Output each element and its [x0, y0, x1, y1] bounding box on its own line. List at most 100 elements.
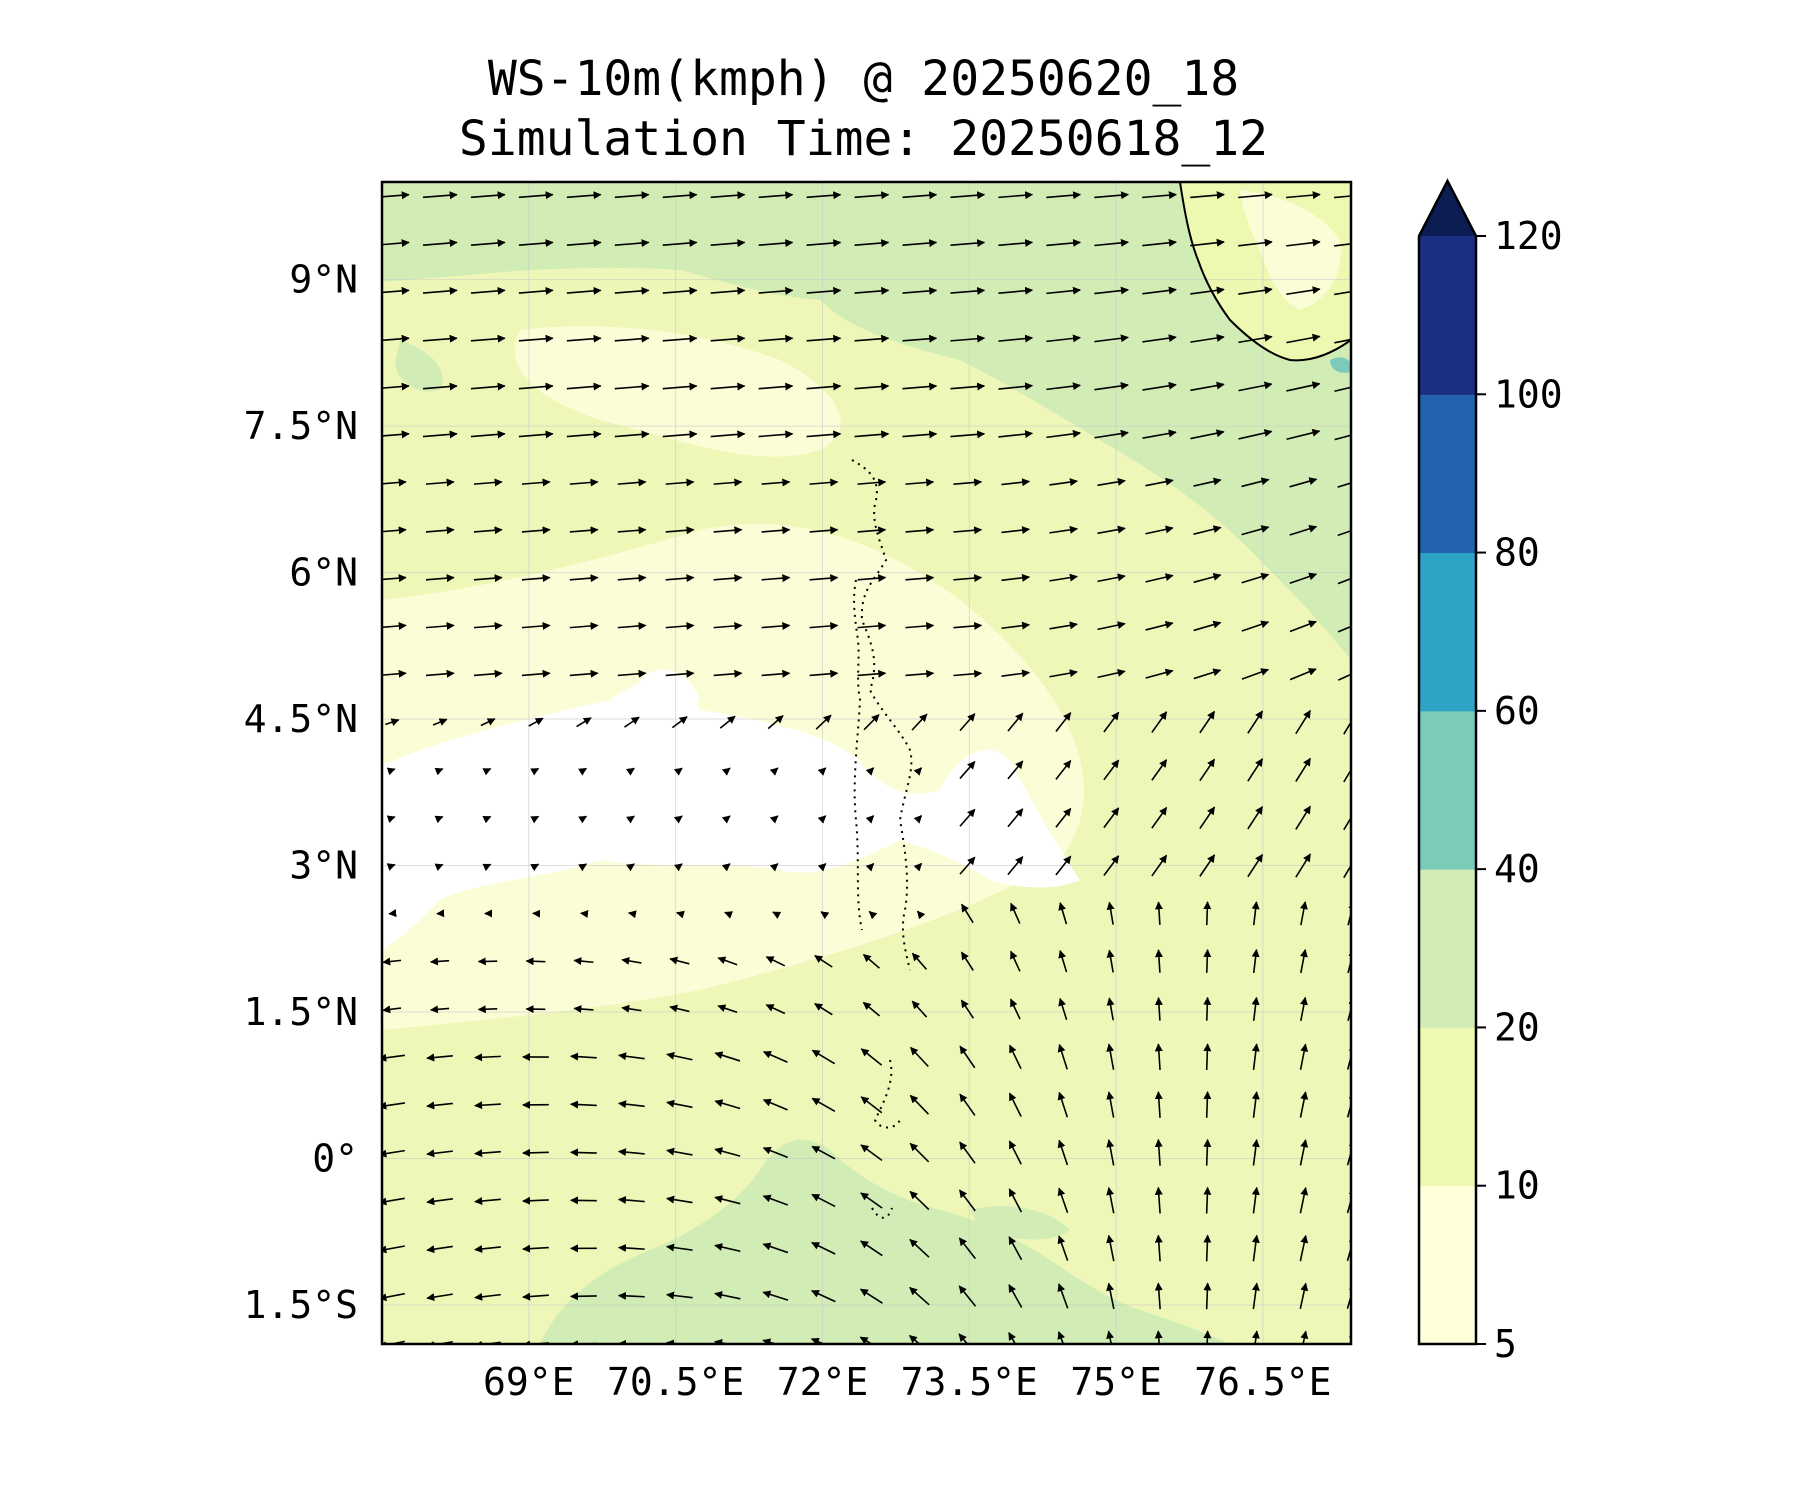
wind-arrow: [1241, 477, 1270, 488]
wind-arrow: [1193, 573, 1222, 584]
wind-arrow: [758, 286, 794, 295]
colorbar-tick-label: 20: [1494, 1005, 1540, 1049]
lat-label: 1.5°N: [244, 990, 358, 1034]
wind-arrow: [721, 863, 731, 872]
wind-arrow: [673, 767, 683, 776]
wind-arrow: [1289, 524, 1318, 536]
wind-arrow: [618, 1052, 645, 1061]
wind-arrow: [1193, 668, 1222, 680]
lon-label: 76.5°E: [1194, 1360, 1331, 1404]
wind-arrow: [1203, 1091, 1212, 1118]
wind-arrow: [1057, 1139, 1069, 1166]
wind-arrow: [860, 1192, 883, 1209]
wind-arrow: [1300, 996, 1308, 1021]
wind-arrow: [769, 815, 779, 824]
wind-arrow: [958, 1333, 969, 1344]
wind-arrow: [1295, 709, 1311, 735]
wind-arrow: [950, 191, 986, 200]
wind-arrow: [809, 478, 839, 487]
wind-arrow: [382, 430, 410, 439]
wind-arrow: [676, 910, 685, 919]
wind-arrow: [1299, 1186, 1309, 1214]
wind-arrow: [714, 1099, 741, 1110]
wind-arrow: [913, 815, 923, 824]
wind-arrow: [1057, 1187, 1069, 1214]
map-frame: [380, 180, 1353, 1346]
colorbar-extend-arrow: [1419, 181, 1476, 236]
wind-arrow: [959, 808, 976, 827]
wind-arrow: [998, 334, 1034, 343]
wind-arrow: [1106, 949, 1115, 973]
wind-arrow: [570, 1100, 597, 1109]
wind-arrow: [1299, 1234, 1309, 1262]
wind-arrow: [570, 1148, 597, 1157]
wind-arrow: [521, 526, 551, 535]
wind-arrow: [724, 911, 733, 919]
wind-arrow: [854, 334, 890, 343]
wind-arrow: [671, 716, 688, 729]
wind-arrow: [662, 382, 698, 391]
wind-arrow: [1008, 1044, 1022, 1070]
wind-arrow: [1343, 816, 1351, 831]
wind-arrow: [859, 1288, 883, 1304]
wind-arrow: [477, 1005, 498, 1014]
wind-arrow: [1203, 1043, 1212, 1071]
wind-arrow: [761, 526, 791, 535]
lon-label: 69°E: [483, 1360, 575, 1404]
wind-arrow: [566, 430, 602, 439]
wind-arrow: [806, 239, 842, 248]
lon-label: 72°E: [777, 1360, 869, 1404]
wind-arrow: [1151, 806, 1168, 829]
wind-arrow: [909, 1286, 930, 1306]
wind-arrow: [662, 430, 698, 439]
wind-arrow: [762, 1242, 789, 1254]
wind-arrow: [1106, 1282, 1115, 1310]
wind-arrow: [518, 334, 554, 343]
wind-arrow: [1142, 429, 1177, 439]
wind-arrow: [617, 621, 647, 630]
wind-arrow: [518, 382, 554, 391]
wind-arrow: [710, 239, 746, 248]
wind-arrow: [480, 718, 496, 727]
wind-arrow: [1154, 1186, 1163, 1214]
wind-arrow: [905, 621, 935, 630]
wind-arrow: [624, 716, 640, 728]
wind-arrow: [1008, 1140, 1022, 1165]
wind-arrow: [569, 621, 599, 630]
wind-arrow: [662, 239, 698, 248]
wind-arrow: [385, 718, 400, 726]
colorbar-segment: [1419, 236, 1476, 395]
wind-arrow: [1001, 526, 1031, 535]
wind-arrow: [1241, 668, 1270, 680]
atoll-chain-west: [853, 579, 863, 931]
wind-arrow: [1057, 1091, 1069, 1118]
atoll-addu: [871, 1207, 893, 1219]
wind-arrow: [902, 382, 938, 391]
wind-arrow: [719, 715, 736, 729]
wind-arrow: [614, 239, 650, 248]
wind-arrow: [1299, 948, 1308, 974]
wind-arrow: [521, 574, 551, 583]
wind-arrow: [1251, 996, 1260, 1021]
wind-arrow: [1251, 1330, 1260, 1344]
wind-arrow: [1057, 1331, 1066, 1344]
wind-arrow: [1203, 1186, 1212, 1214]
wind-arrow: [621, 1004, 642, 1013]
wind-arrow: [1106, 1091, 1115, 1118]
wind-arrow: [1238, 286, 1273, 295]
wind-arrow: [386, 815, 396, 823]
wind-arrow: [905, 669, 935, 678]
wind-arrow: [761, 574, 791, 583]
wind-arrow: [916, 910, 926, 920]
wind-arrow: [714, 1243, 741, 1253]
wind-arrow: [1145, 477, 1174, 487]
wind-arrow: [820, 911, 830, 920]
wind-arrow: [958, 1285, 977, 1307]
wind-arrow: [518, 286, 554, 295]
wind-arrow: [382, 1197, 405, 1206]
wind-arrow: [809, 526, 839, 535]
wind-arrow: [569, 526, 599, 535]
wind-arrow: [714, 1339, 732, 1344]
wind-arrow: [1203, 1282, 1212, 1310]
atoll-south: [873, 1059, 901, 1129]
